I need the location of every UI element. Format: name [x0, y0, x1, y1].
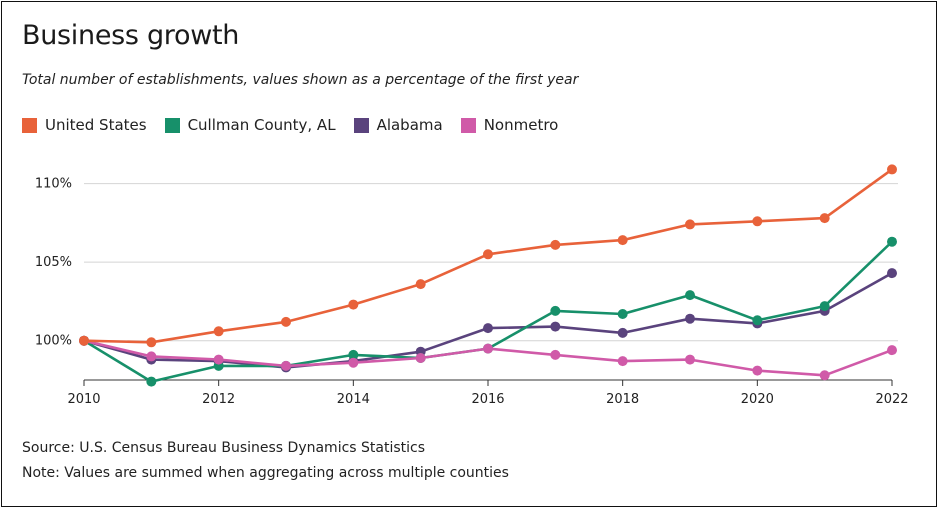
legend-item-cullman-county: Cullman County, AL [164, 116, 336, 134]
data-point-united-states [617, 235, 628, 246]
legend-swatch-alabama [353, 117, 369, 133]
data-point-united-states [348, 299, 359, 310]
data-point-alabama [685, 313, 695, 324]
legend-swatch-cullman-county [164, 117, 180, 133]
data-point-alabama [617, 327, 628, 338]
y-tick-label: 105% [35, 255, 72, 270]
legend-label-united-states: United States [45, 116, 147, 134]
data-point-cullman-county-al [348, 349, 359, 360]
x-tick-label: 2010 [67, 392, 100, 407]
data-point-united-states [752, 216, 763, 227]
legend-label-nonmetro: Nonmetro [483, 116, 559, 134]
legend-swatch-united-states [22, 117, 37, 133]
legend-item-alabama: Alabama [353, 116, 443, 134]
chart-subtitle: Total number of establishments, values s… [22, 72, 579, 88]
data-point-nonmetro [617, 356, 628, 367]
data-point-nonmetro [685, 354, 695, 365]
data-point-cullman-county-al [617, 309, 628, 319]
data-point-alabama [483, 323, 493, 334]
x-tick-label: 2014 [337, 392, 370, 407]
data-point-nonmetro [213, 354, 224, 365]
chart-title: Business growth [22, 20, 240, 51]
x-tick-label: 2022 [875, 392, 908, 407]
y-tick-label: 110% [35, 177, 72, 192]
x-tick-label: 2016 [471, 392, 504, 407]
data-point-nonmetro [415, 353, 426, 363]
data-point-cullman-county-al [550, 305, 561, 316]
data-point-united-states [887, 164, 897, 175]
x-tick-label: 2012 [202, 392, 235, 407]
data-point-united-states [281, 316, 291, 327]
legend-item-nonmetro: Nonmetro [460, 116, 559, 134]
data-point-united-states [213, 326, 224, 337]
legend-swatch-nonmetro [460, 117, 476, 133]
data-point-united-states [685, 219, 695, 230]
data-point-nonmetro [550, 349, 561, 360]
legend: United States Cullman County, AL Alabama… [22, 116, 558, 134]
data-point-nonmetro [887, 345, 897, 356]
data-point-cullman-county-al [146, 376, 157, 387]
legend-label-cullman-county: Cullman County, AL [187, 116, 336, 134]
data-point-united-states [550, 239, 561, 250]
data-point-united-states [146, 337, 157, 348]
data-point-nonmetro [348, 357, 359, 368]
y-tick-label: 100% [35, 334, 72, 349]
data-point-alabama [550, 321, 561, 332]
data-point-alabama [887, 268, 897, 279]
data-point-cullman-county-al [887, 236, 897, 247]
x-tick-label: 2018 [606, 392, 639, 407]
data-point-cullman-county-al [752, 315, 763, 326]
source-note: Source: U.S. Census Bureau Business Dyna… [22, 440, 426, 456]
data-point-nonmetro [752, 365, 763, 376]
data-point-united-states [415, 279, 426, 290]
x-tick-label: 2020 [741, 392, 774, 407]
data-point-united-states [79, 335, 89, 346]
aggregation-note: Note: Values are summed when aggregating… [22, 465, 509, 481]
legend-label-alabama: Alabama [376, 116, 443, 134]
data-point-nonmetro [281, 360, 291, 371]
legend-item-united-states: United States [22, 116, 147, 134]
data-point-united-states [819, 213, 830, 224]
data-point-united-states [483, 249, 493, 260]
data-point-nonmetro [483, 343, 493, 354]
data-point-cullman-county-al [819, 301, 830, 312]
data-point-cullman-county-al [685, 290, 695, 301]
data-point-nonmetro [819, 370, 830, 381]
data-point-nonmetro [146, 351, 157, 362]
